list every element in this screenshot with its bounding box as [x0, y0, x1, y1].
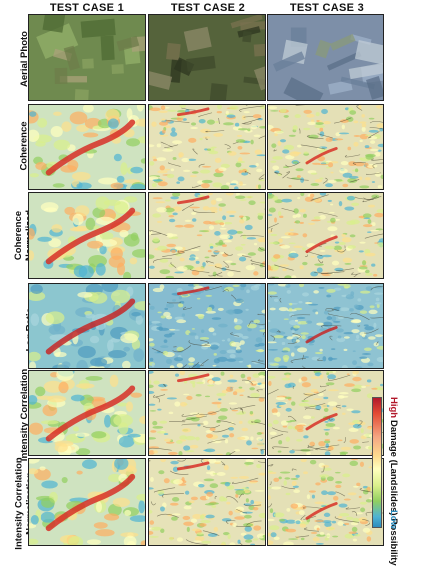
tile-r1-c1 — [28, 14, 146, 101]
tile-r4-c2 — [148, 283, 266, 369]
colorbar-high-label: High — [388, 397, 399, 419]
tile-r5-c2 — [148, 370, 266, 456]
tile-r3-c2 — [148, 192, 266, 279]
colorbar-title: Damage (Landslides) Possibility — [388, 420, 399, 566]
tile-r5-c1 — [28, 370, 146, 456]
tile-r4-c1 — [28, 283, 146, 369]
colorbar — [372, 397, 382, 528]
tile-r5-c3 — [267, 370, 384, 456]
tile-r6-c3 — [267, 458, 384, 546]
tile-r6-c2 — [148, 458, 266, 546]
tile-r2-c3 — [267, 104, 384, 190]
tile-r6-c1 — [28, 458, 146, 546]
colorbar-low-label: Low — [388, 510, 399, 529]
tile-r1-c2 — [148, 14, 266, 101]
tile-r1-c3 — [267, 14, 384, 101]
tile-r2-c2 — [148, 104, 266, 190]
column-header-test-case-2: TEST CASE 2 — [170, 2, 246, 14]
tile-r2-c1 — [28, 104, 146, 190]
tile-r3-c3 — [267, 192, 384, 279]
tile-r4-c3 — [267, 283, 384, 369]
column-header-test-case-3: TEST CASE 3 — [289, 2, 365, 14]
column-header-test-case-1: TEST CASE 1 — [49, 2, 125, 14]
tile-r3-c1 — [28, 192, 146, 279]
